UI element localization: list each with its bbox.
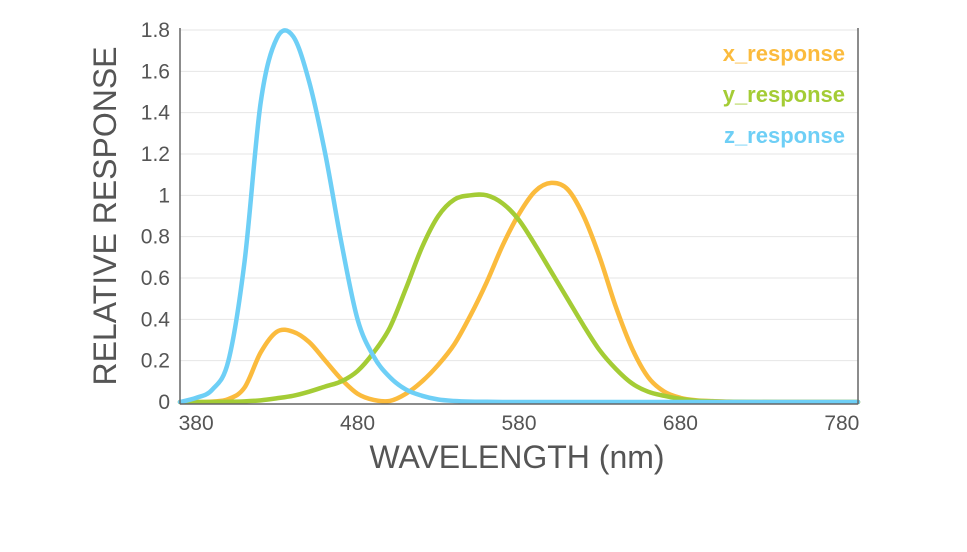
y-tick-label: 1 [158,184,170,207]
x-axis-title: WAVELENGTH (nm) [369,439,664,475]
y-tick-label: 0 [158,391,170,414]
series-line-z-response [177,28,861,405]
y-tick-label: 1.8 [141,19,170,42]
y-tick-label: 0.4 [141,308,171,331]
y-tick-label: 0.2 [141,350,170,373]
legend-entry-y-response: y_response [723,82,845,107]
x-tick-label: 780 [824,412,859,435]
x-tick-label: 580 [501,412,536,435]
x-tick-label: 480 [340,412,375,435]
y-tick-label: 1.4 [141,102,171,125]
x-tick-label: 680 [663,412,698,435]
legend: x_response y_response z_response [723,41,845,148]
series-line-y-response [177,192,861,405]
y-tick-label: 0.8 [141,226,170,249]
grid-lines [180,29,858,362]
y-tick-label: 1.2 [141,143,170,166]
series-lines [177,28,861,405]
y-tick-label: 1.6 [141,60,170,83]
series-line-x-response [177,180,861,405]
legend-entry-z-response: z_response [724,123,845,148]
legend-entry-x-response: x_response [723,41,845,66]
x-tick-label: 380 [179,412,214,435]
y-tick-label: 0.6 [141,267,170,290]
y-axis-title: RELATIVE RESPONSE [87,46,123,385]
x-tick-labels: 380 480 580 680 780 [179,412,860,435]
y-tick-labels: 0 0.2 0.4 0.6 0.8 1 1.2 1.4 1.6 1.8 [141,19,171,414]
axes [179,28,859,405]
